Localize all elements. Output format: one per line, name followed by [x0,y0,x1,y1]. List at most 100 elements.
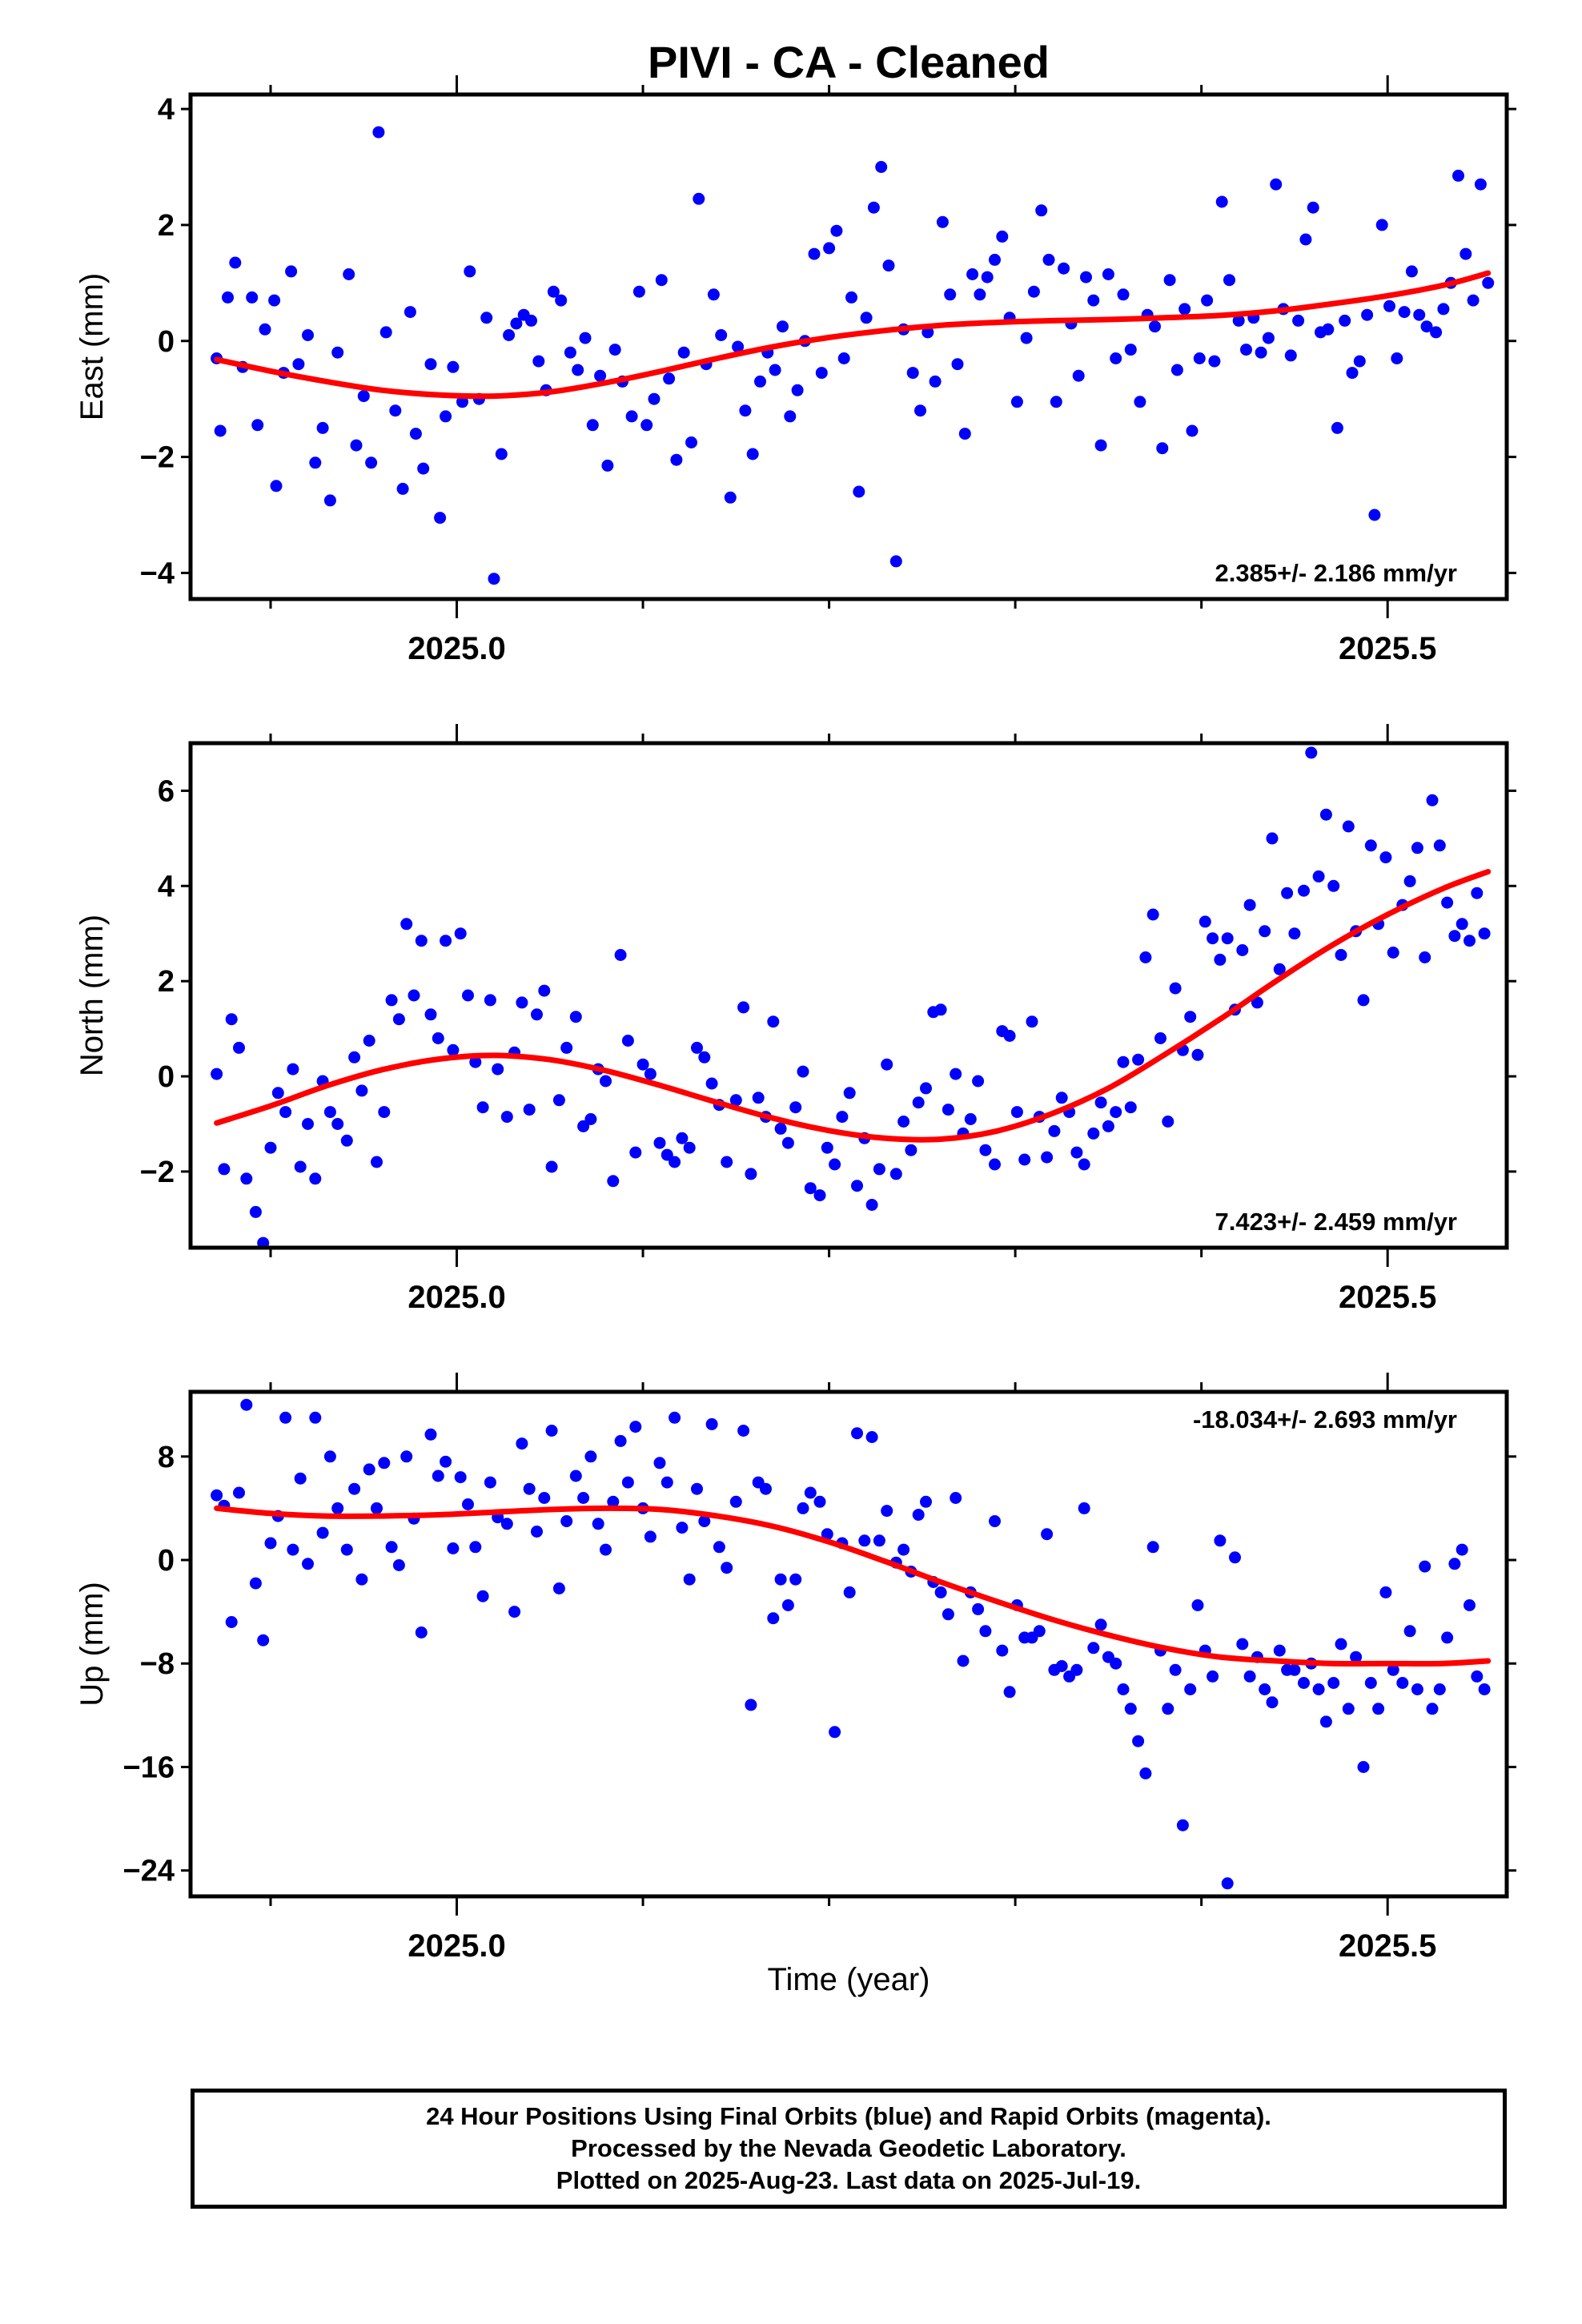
north-data-point [683,1141,696,1154]
east-rate-label: 2.385+/- 2.186 mm/yr [1215,559,1457,587]
east-ytick-label: 4 [158,93,175,127]
north-data-point [676,1132,689,1144]
east-data-point [379,326,392,339]
east-data-point [1072,369,1085,382]
up-data-point [934,1586,947,1598]
east-data-point [440,410,452,423]
east-data-point [1391,352,1403,364]
up-trend-curve [214,1505,1492,1667]
north-data-point [691,1041,703,1054]
north-data-point [424,1008,437,1021]
east-data-point [1080,271,1092,283]
east-data-point [958,428,971,440]
up-data-point [1243,1670,1256,1683]
up-data-point [989,1515,1001,1527]
east-panel: −4 −2 0 2 4 2025.0 2025.5 East (mm) 2.385+/- 2.1… [74,75,1516,666]
east-data-point [724,491,737,504]
up-data-point [523,1482,536,1495]
north-data-point [829,1158,841,1171]
east-data-point [632,285,645,298]
north-data-point [287,1063,299,1076]
up-data-point [545,1425,558,1437]
up-data-point [683,1573,696,1586]
north-data-point [516,996,528,1009]
up-data-point [897,1543,910,1556]
east-data-point [889,555,902,568]
east-data-point [625,410,638,423]
east-plot-frame [188,92,1509,601]
east-data-point [875,161,888,173]
east-data-point [214,424,227,437]
north-data-point [804,1182,817,1195]
east-data-point [343,268,355,280]
up-data-point [516,1437,528,1450]
east-data-point [1452,169,1464,182]
north-xtick-label: 2025.5 [1339,1280,1436,1315]
north-data-point [560,1041,573,1054]
up-data-point [1236,1638,1249,1651]
north-data-point [584,1113,597,1125]
east-data-point [268,294,281,307]
north-data-point [371,1156,383,1168]
up-data-point [1379,1586,1392,1598]
east-data-point [1027,285,1040,298]
up-data-point [621,1476,634,1489]
north-data-point [889,1168,902,1180]
up-data-point [920,1495,932,1508]
north-data-point [432,1032,444,1044]
up-data-point [211,1489,223,1502]
north-data-point [440,935,452,947]
up-data-point [1266,1696,1279,1709]
north-data-point [1448,930,1461,943]
east-data-point [586,419,599,432]
north-data-point [569,1011,582,1023]
east-data-point [1124,344,1137,356]
north-data-point [249,1205,262,1218]
up-data-point [415,1626,428,1638]
north-data-point [745,1168,757,1180]
north-data-point [1236,944,1249,956]
east-data-point [464,265,476,278]
north-data-point [378,1106,391,1119]
up-data-point [957,1655,970,1667]
up-data-point [1184,1683,1197,1695]
up-data-point [1396,1677,1409,1689]
footer-line-orbits: 24 Hour Positions Using Final Orbits (bl… [426,2102,1271,2130]
up-data-point [829,1726,841,1739]
north-data-point [1335,949,1347,961]
east-data-point [1149,320,1161,333]
north-data-point [1243,899,1256,911]
east-data-point [547,285,560,298]
up-data-point [1426,1703,1439,1715]
east-data-point [1170,364,1183,376]
up-data-point [323,1450,336,1463]
north-data-point [462,989,474,1002]
north-data-point [1464,935,1476,947]
north-data-point [600,1075,612,1088]
north-data-point [1087,1127,1100,1140]
east-data-point [357,390,370,403]
north-data-point [355,1084,368,1097]
north-data-point [950,1068,962,1080]
up-data-point [698,1515,711,1527]
north-data-point [1342,820,1355,833]
east-data-point [732,340,745,353]
north-data-point [271,1087,284,1100]
north-data-point [797,1065,809,1078]
north-data-point [523,1104,536,1116]
up-data-point [600,1543,612,1556]
east-data-point [579,332,592,344]
north-data-point [408,989,420,1002]
east-ytick-label: 0 [158,325,175,359]
north-data-point [1018,1153,1031,1166]
up-data-point [821,1528,833,1541]
north-data-point [348,1051,361,1063]
north-data-point [1154,1032,1166,1044]
east-data-point [1134,396,1146,408]
east-data-point [1346,367,1359,380]
north-data-point [469,1055,482,1068]
north-data-point [1199,915,1211,928]
north-data-point [1169,982,1182,995]
north-data-point [774,1122,787,1135]
